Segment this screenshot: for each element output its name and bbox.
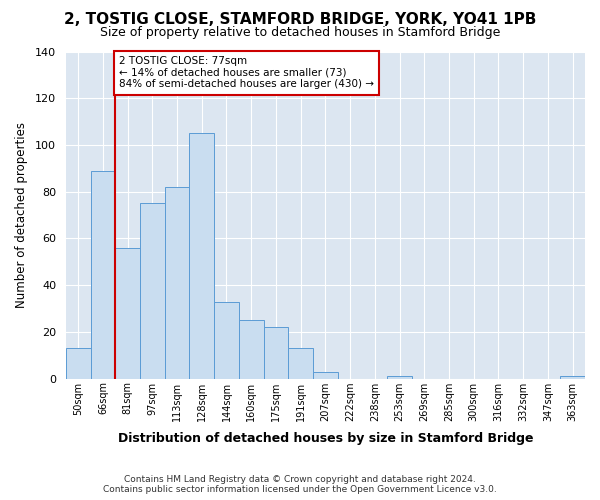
Bar bbox=[313, 372, 338, 378]
Bar bbox=[91, 170, 115, 378]
Text: Contains HM Land Registry data © Crown copyright and database right 2024.
Contai: Contains HM Land Registry data © Crown c… bbox=[103, 474, 497, 494]
X-axis label: Distribution of detached houses by size in Stamford Bridge: Distribution of detached houses by size … bbox=[118, 432, 533, 445]
Bar bbox=[140, 204, 164, 378]
Bar bbox=[289, 348, 313, 378]
Text: Size of property relative to detached houses in Stamford Bridge: Size of property relative to detached ho… bbox=[100, 26, 500, 39]
Bar bbox=[164, 187, 190, 378]
Bar bbox=[190, 134, 214, 378]
Text: 2, TOSTIG CLOSE, STAMFORD BRIDGE, YORK, YO41 1PB: 2, TOSTIG CLOSE, STAMFORD BRIDGE, YORK, … bbox=[64, 12, 536, 28]
Bar bbox=[66, 348, 91, 378]
Bar bbox=[263, 327, 289, 378]
Bar bbox=[115, 248, 140, 378]
Bar bbox=[239, 320, 263, 378]
Bar bbox=[214, 302, 239, 378]
Bar bbox=[560, 376, 585, 378]
Y-axis label: Number of detached properties: Number of detached properties bbox=[15, 122, 28, 308]
Bar bbox=[387, 376, 412, 378]
Text: 2 TOSTIG CLOSE: 77sqm
← 14% of detached houses are smaller (73)
84% of semi-deta: 2 TOSTIG CLOSE: 77sqm ← 14% of detached … bbox=[119, 56, 374, 90]
